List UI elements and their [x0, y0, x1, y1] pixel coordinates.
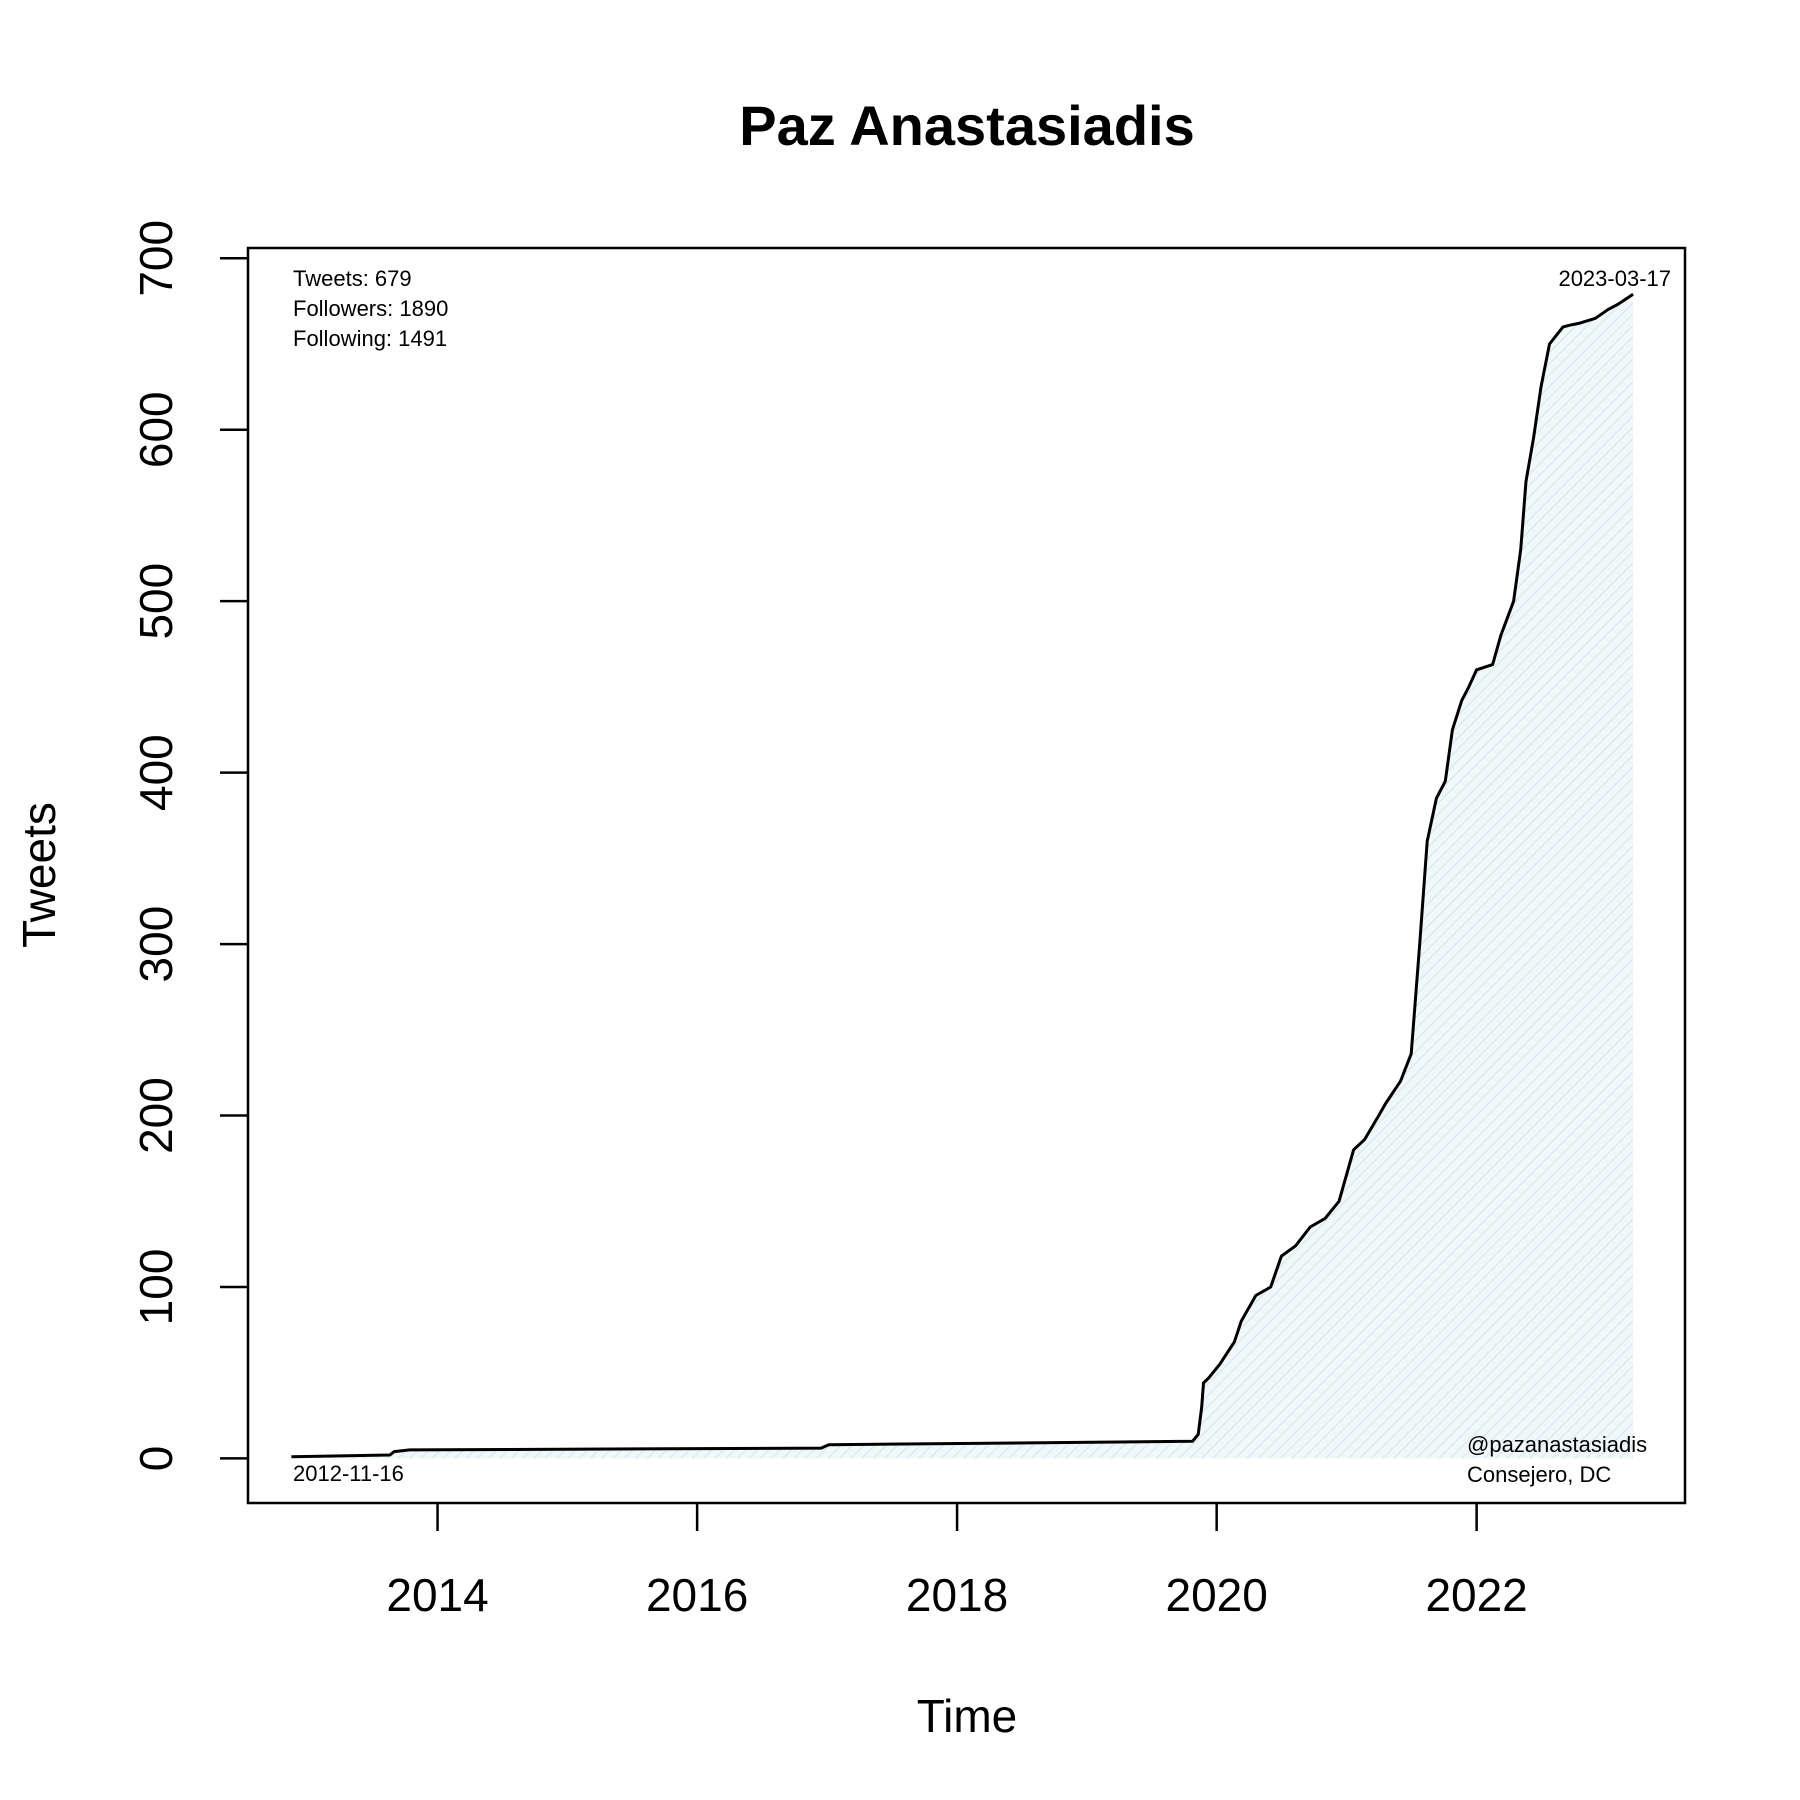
- y-axis: 0 100 200 300 400 500 600 700: [130, 220, 248, 1471]
- following-count: Following: 1491: [293, 326, 447, 351]
- y-axis-label: Tweets: [13, 802, 65, 948]
- y-tick-label: 0: [130, 1446, 182, 1472]
- start-date-label: 2012-11-16: [293, 1461, 404, 1486]
- handle-label: @pazanastasiadis: [1467, 1432, 1647, 1457]
- y-tick-label: 400: [130, 734, 182, 811]
- y-tick-label: 700: [130, 220, 182, 297]
- cumulative-tweets-line: [291, 293, 1634, 1459]
- tweets-count: Tweets: 679: [293, 266, 412, 291]
- location-label: Consejero, DC: [1467, 1462, 1611, 1487]
- y-tick-label: 100: [130, 1249, 182, 1326]
- x-tick-label: 2022: [1425, 1569, 1527, 1621]
- y-tick-label: 300: [130, 906, 182, 983]
- area-layer: [291, 293, 1634, 1459]
- y-tick-label: 600: [130, 391, 182, 468]
- x-axis-label: Time: [917, 1690, 1018, 1742]
- end-date-label: 2023-03-17: [1558, 266, 1671, 291]
- cumulative-area-fill: [291, 294, 1634, 1459]
- y-tick-label: 500: [130, 563, 182, 640]
- x-tick-label: 2018: [906, 1569, 1008, 1621]
- plot-frame: [246, 246, 1687, 1505]
- x-axis: 2014 2016 2018 2020 2022: [386, 1503, 1528, 1621]
- y-tick-label: 200: [130, 1077, 182, 1154]
- followers-count: Followers: 1890: [293, 296, 448, 321]
- x-tick-label: 2020: [1165, 1569, 1267, 1621]
- x-tick-label: 2016: [646, 1569, 748, 1621]
- x-tick-label: 2014: [386, 1569, 488, 1621]
- chart-title: Paz Anastasiadis: [739, 94, 1194, 157]
